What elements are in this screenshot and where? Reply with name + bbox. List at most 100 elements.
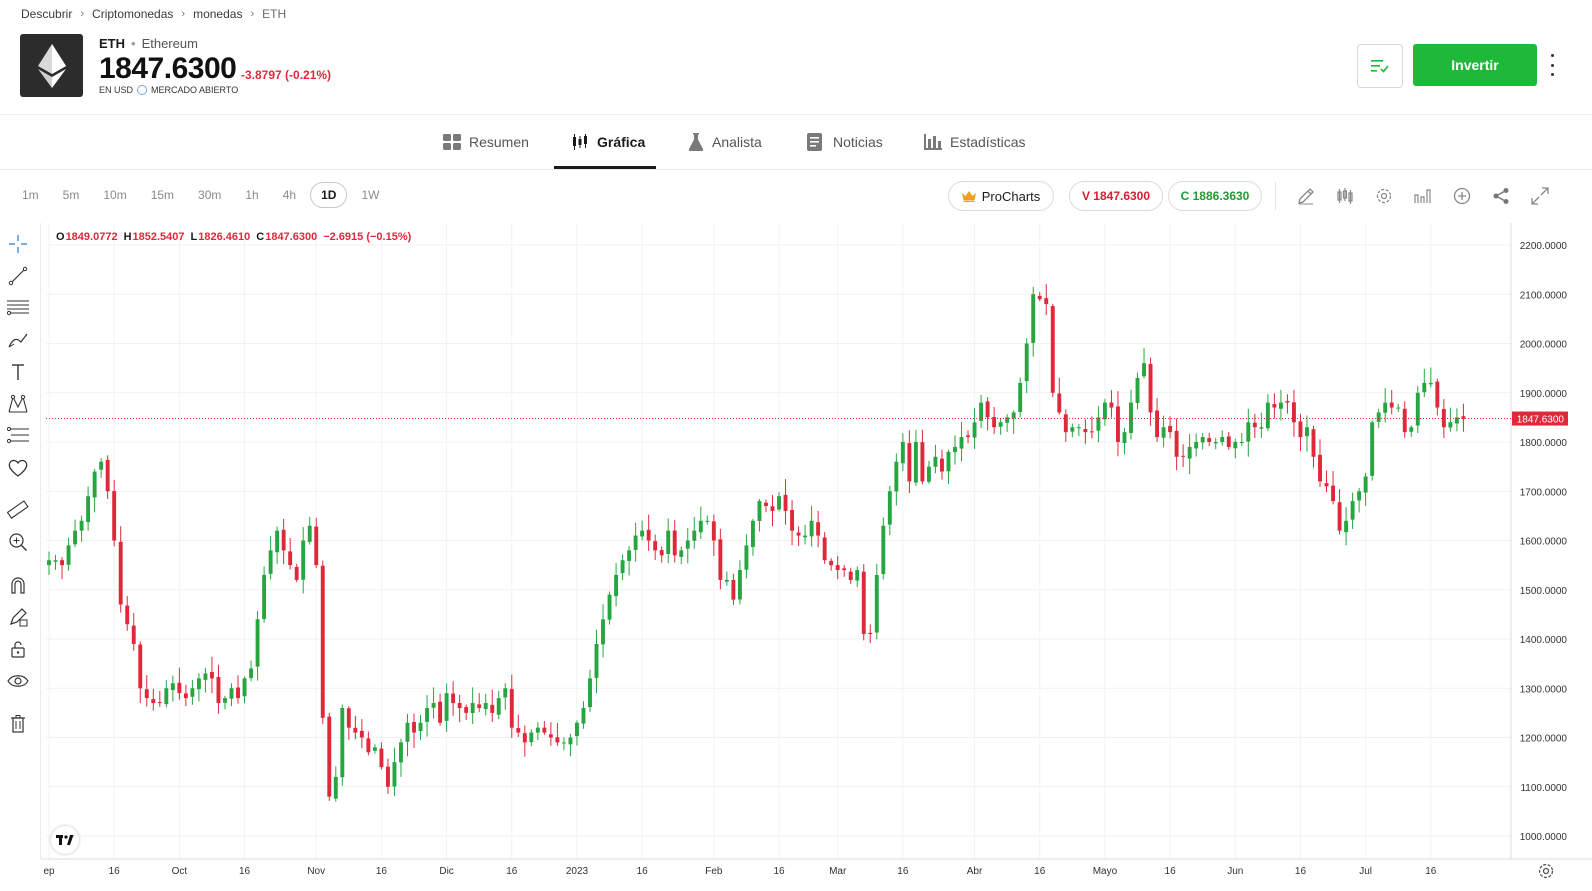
candle-body — [1461, 416, 1466, 419]
chart-settings-gear-icon[interactable] — [1537, 862, 1555, 880]
candle-body — [868, 632, 873, 635]
watchlist-button[interactable] — [1357, 44, 1403, 88]
candle-body — [966, 435, 970, 438]
timeframe-1w[interactable]: 1W — [361, 188, 380, 202]
candle-body — [1448, 422, 1453, 428]
candle-body — [522, 733, 527, 743]
candle-body — [607, 594, 612, 620]
ruler-icon[interactable] — [6, 498, 30, 522]
candle-body — [803, 535, 808, 538]
market-status: MERCADO ABIERTO — [151, 85, 239, 95]
timeframe-4h[interactable]: 4h — [282, 188, 297, 202]
timeframe-30m[interactable]: 30m — [198, 188, 222, 202]
unlock-icon[interactable] — [6, 637, 30, 661]
tab-noticias[interactable]: Noticias — [807, 115, 883, 169]
x-tick-label: 16 — [637, 866, 649, 877]
gear-icon[interactable] — [1372, 184, 1396, 208]
sell-price-button[interactable]: V 1847.6300 — [1069, 181, 1163, 211]
candle-body — [190, 688, 195, 697]
y-tick-label: 2000.0000 — [1520, 340, 1568, 351]
heart-icon[interactable] — [6, 456, 30, 480]
timeframe-1d[interactable]: 1D — [310, 182, 348, 208]
tab-resumen[interactable]: Resumen — [443, 115, 529, 169]
candle-body — [203, 673, 208, 680]
fib-tool-icon[interactable] — [6, 424, 30, 448]
timeframe-1h[interactable]: 1h — [245, 188, 259, 202]
x-tick-label: 16 — [1034, 866, 1046, 877]
add-circle-icon[interactable] — [1450, 184, 1474, 208]
candle-body — [1239, 442, 1244, 443]
candle-body — [666, 530, 671, 554]
candle-body — [672, 530, 677, 556]
tab-grafica[interactable]: Gráfica — [571, 115, 645, 169]
zoom-in-icon[interactable] — [6, 530, 30, 554]
crosshair-icon[interactable] — [6, 232, 30, 256]
candle-body — [1044, 298, 1049, 305]
trash-icon[interactable] — [6, 712, 30, 736]
tab-estadisticas[interactable]: Estadísticas — [924, 115, 1025, 169]
lock-drawings-icon[interactable] — [6, 605, 30, 629]
candle-body — [698, 520, 703, 533]
candle-body — [47, 560, 51, 566]
low-value: 1826.4610 — [198, 231, 251, 243]
candle-body — [412, 722, 416, 733]
y-tick-label: 1100.0000 — [1520, 783, 1567, 794]
chart-type-icon[interactable] — [1333, 184, 1357, 208]
breadcrumb-coins[interactable]: monedas — [193, 7, 243, 21]
candle-body — [855, 570, 860, 581]
asset-fullname: Ethereum — [141, 36, 198, 51]
candle-body — [288, 551, 293, 566]
breadcrumb-discover[interactable]: Descubrir — [21, 7, 73, 21]
text-tool-icon[interactable] — [6, 360, 30, 384]
candle-body — [1129, 402, 1133, 433]
candle-body — [1057, 393, 1062, 413]
buy-price-button[interactable]: C 1886.3630 — [1168, 181, 1262, 211]
share-icon[interactable] — [1489, 184, 1513, 208]
candle-body — [470, 703, 475, 714]
candle-body — [790, 509, 795, 531]
tab-label: Noticias — [833, 134, 883, 150]
candle-body — [555, 737, 560, 743]
candle-body — [425, 707, 430, 722]
candle-body — [894, 461, 899, 492]
invest-button[interactable]: Invertir — [1413, 44, 1537, 86]
x-tick-label: Jul — [1359, 866, 1372, 877]
breadcrumb-crypto[interactable]: Criptomonedas — [92, 7, 174, 21]
pattern-icon[interactable] — [6, 392, 30, 416]
candle-body — [164, 688, 169, 705]
tradingview-logo-icon[interactable] — [51, 826, 79, 854]
candle-body — [1115, 406, 1120, 442]
draw-pencil-icon[interactable] — [1294, 184, 1318, 208]
y-tick-label: 1600.0000 — [1520, 537, 1568, 548]
divider — [1275, 182, 1276, 210]
fullscreen-icon[interactable] — [1528, 184, 1552, 208]
eye-icon[interactable] — [6, 669, 30, 693]
candle-body — [1331, 485, 1336, 502]
candle-body — [79, 520, 84, 531]
timeframe-15m[interactable]: 15m — [150, 188, 175, 202]
candle-body — [1070, 427, 1075, 432]
brush-icon[interactable] — [6, 328, 30, 352]
magnet-icon[interactable] — [6, 573, 30, 597]
timeframe-1m[interactable]: 1m — [22, 188, 39, 202]
x-tick-label: 16 — [239, 866, 251, 877]
indicators-icon[interactable] — [1411, 184, 1435, 208]
timeframe-5m[interactable]: 5m — [62, 188, 80, 202]
parallel-lines-icon[interactable] — [6, 296, 30, 320]
high-key: H — [123, 231, 132, 243]
price-chart[interactable]: 2200.0000 2100.0000 2000.0000 1900.0000 1800… — [41, 223, 1592, 891]
candle-body — [992, 417, 997, 428]
procharts-button[interactable]: ProCharts — [948, 181, 1054, 211]
more-options-icon[interactable] — [1546, 54, 1558, 76]
candle-body — [653, 541, 658, 551]
watchlist-icon — [1371, 60, 1389, 73]
trend-line-icon[interactable] — [6, 264, 30, 288]
candle-body — [255, 619, 260, 667]
candle-body — [842, 568, 847, 571]
timeframe-10m[interactable]: 10m — [103, 188, 127, 202]
candle-body — [1063, 414, 1068, 433]
tab-analista[interactable]: Analista — [688, 115, 762, 169]
candle-body — [105, 459, 110, 492]
last-price-label: 1847.6300 — [1517, 415, 1565, 426]
x-tick-label: Mar — [829, 866, 847, 877]
